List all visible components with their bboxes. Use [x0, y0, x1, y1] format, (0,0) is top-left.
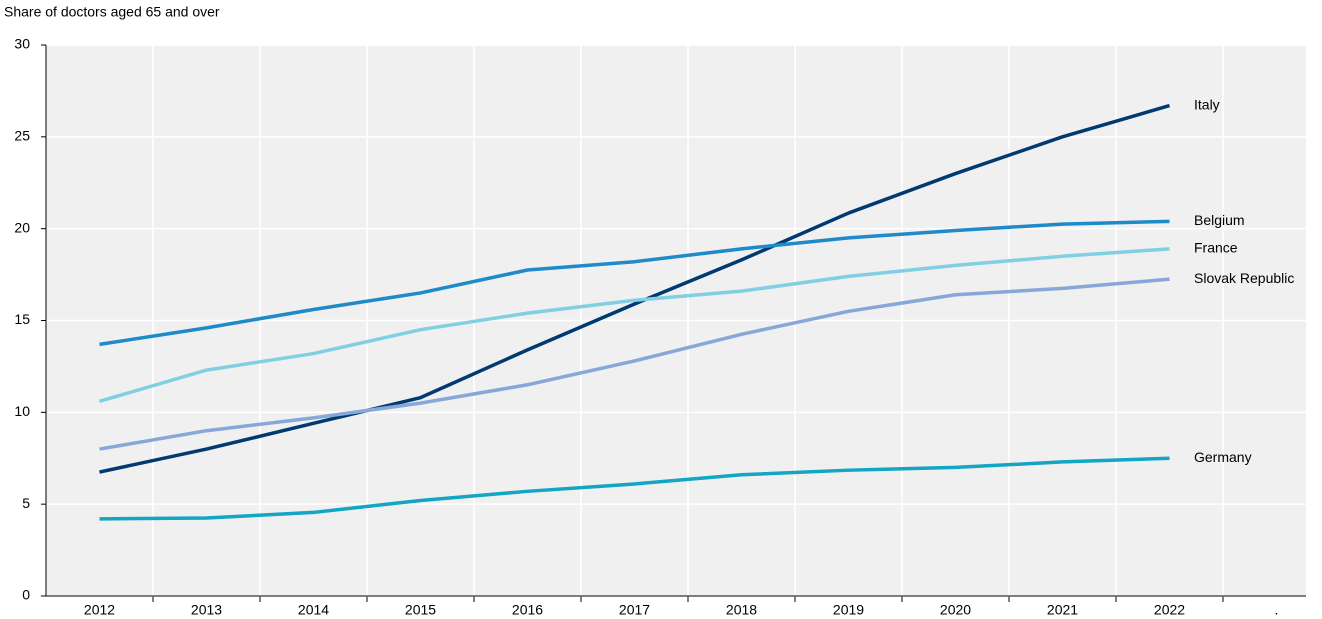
series-line — [99, 219, 1170, 347]
x-tick-label: 2021 — [1047, 602, 1078, 618]
series-label: Belgium — [1194, 212, 1245, 228]
y-tick-label: 10 — [14, 403, 30, 419]
series-label: France — [1194, 240, 1238, 256]
x-tick-label: 2022 — [1154, 602, 1185, 618]
y-axis-title: Share of doctors aged 65 and over — [4, 4, 220, 20]
x-tick-label: 2017 — [619, 602, 650, 618]
x-tick-label: 2015 — [405, 602, 436, 618]
series-label: Germany — [1194, 449, 1252, 465]
series-label: Italy — [1194, 96, 1220, 112]
series-line — [99, 247, 1170, 403]
y-tick-label: 5 — [22, 495, 30, 511]
x-tick-label: 2018 — [726, 602, 757, 618]
x-tick-label: 2020 — [940, 602, 971, 618]
x-tick-label: 2016 — [512, 602, 543, 618]
series-line — [99, 456, 1170, 521]
series-label: Slovak Republic — [1194, 270, 1294, 286]
x-tick-label: 2014 — [298, 602, 329, 618]
x-tick-label: 2013 — [191, 602, 222, 618]
x-tick-label: 2012 — [84, 602, 115, 618]
y-tick-label: 0 — [22, 587, 30, 603]
series-line — [99, 277, 1170, 451]
y-tick-label: 20 — [14, 219, 30, 235]
y-tick-label: 15 — [14, 311, 30, 327]
x-tick-label: 2019 — [833, 602, 864, 618]
x-tick-label: . — [1275, 602, 1279, 618]
y-tick-label: 30 — [14, 36, 30, 52]
series-line — [99, 103, 1170, 474]
y-tick-label: 25 — [14, 128, 30, 144]
